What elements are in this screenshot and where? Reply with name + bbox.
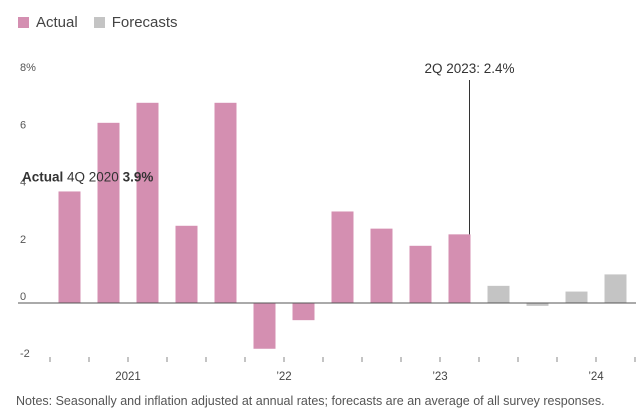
- x-tick-label: ’22: [276, 371, 291, 383]
- bar-forecast: [487, 285, 510, 303]
- legend-item-forecasts: Forecasts: [93, 14, 178, 31]
- y-tick-label: 4: [20, 177, 26, 189]
- annotation-2q2023: 2Q 2023: 2.4%: [424, 61, 514, 76]
- bar-forecast: [604, 274, 627, 303]
- bar-actual: [97, 122, 120, 303]
- chart-notes: Notes: Seasonally and inflation adjusted…: [16, 394, 605, 408]
- bar-actual: [214, 102, 237, 303]
- x-tick-label: ’23: [432, 371, 447, 383]
- legend-label-actual: Actual: [36, 14, 78, 31]
- bar-actual: [175, 225, 198, 303]
- chart-legend: Actual Forecasts: [18, 14, 194, 31]
- bar-actual: [253, 303, 276, 349]
- bar-forecast: [526, 303, 549, 306]
- y-tick-label: 0: [20, 291, 26, 303]
- bar-actual: [370, 228, 393, 303]
- bar-actual: [448, 234, 471, 303]
- x-tick-label: 2021: [115, 371, 141, 383]
- bar-actual: [331, 211, 354, 303]
- annotation-actual-4q2020: Actual 4Q 2020 3.9%: [22, 169, 153, 184]
- y-tick-label: -2: [20, 348, 30, 360]
- bar-actual: [136, 102, 159, 303]
- bar-actual: [292, 303, 315, 321]
- legend-item-actual: Actual: [18, 14, 78, 31]
- y-tick-label: 2: [20, 234, 26, 246]
- legend-swatch-actual: [18, 17, 29, 28]
- bar-actual: [409, 245, 432, 303]
- legend-swatch-forecasts: [93, 17, 105, 28]
- y-tick-label: 8%: [20, 62, 36, 74]
- bar-actual: [58, 191, 81, 303]
- legend-label-forecasts: Forecasts: [111, 14, 178, 31]
- x-tick-label: ’24: [588, 371, 604, 383]
- y-tick-label: 6: [20, 119, 26, 131]
- bar-forecast: [565, 291, 588, 303]
- bar-chart: 8% 6 4 2 0 -2 2021 ’22 ’23 ’24 Actual 4Q 2020 3.9%…: [18, 61, 636, 383]
